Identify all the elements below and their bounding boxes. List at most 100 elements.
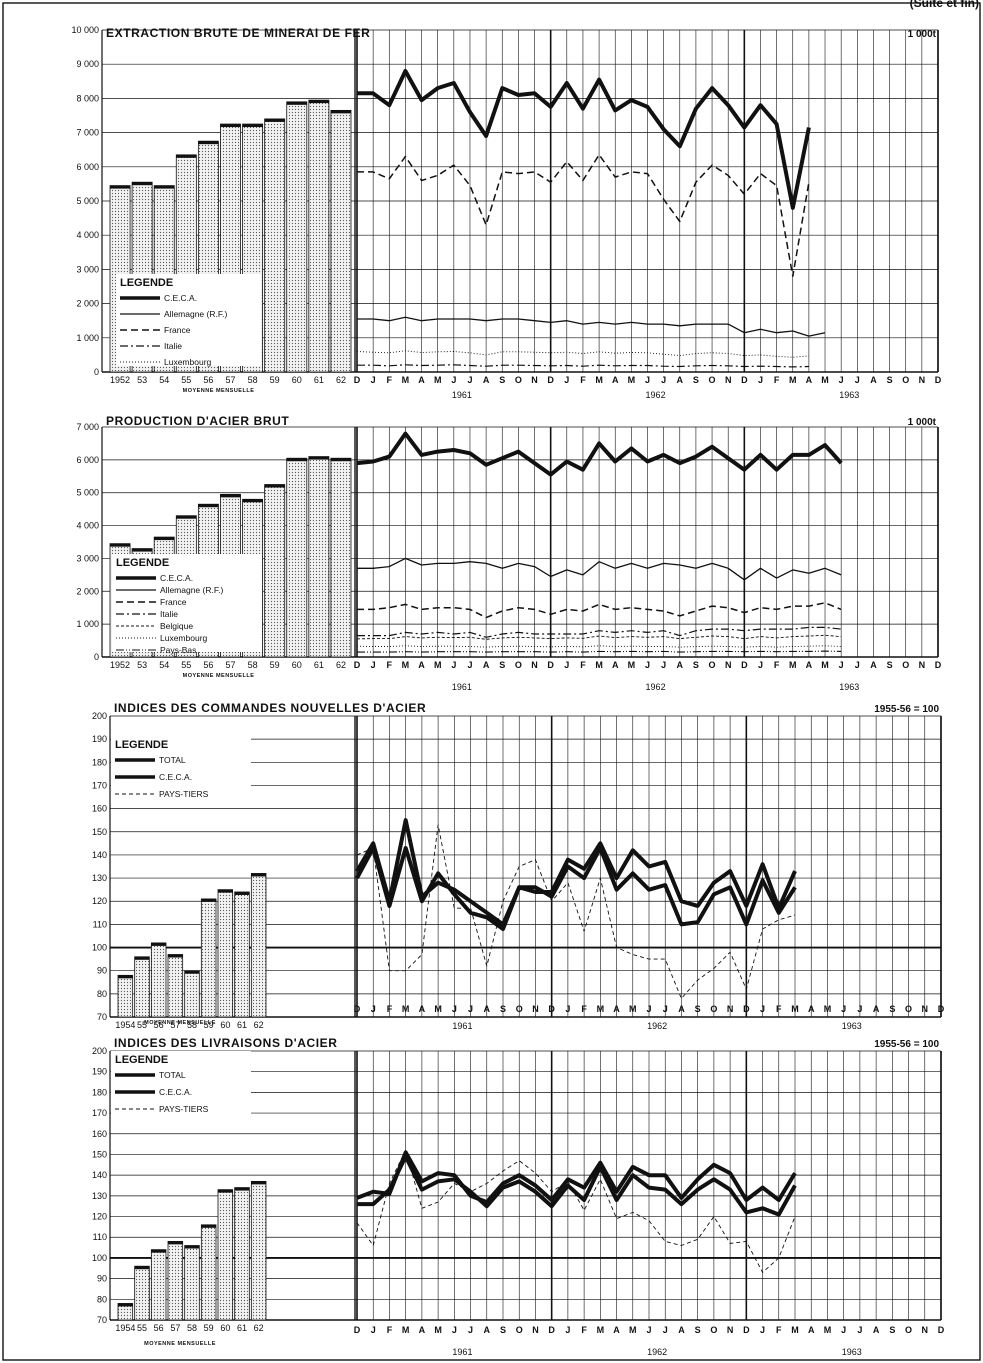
- deliveries-month-label: J: [452, 1325, 457, 1335]
- iron-month-label: S: [499, 375, 505, 385]
- steel-bar-cap: [264, 484, 285, 488]
- iron-month-label: M: [789, 375, 797, 385]
- steel-bar-label: 1952: [110, 660, 130, 670]
- steel-ytick: 7 000: [76, 422, 99, 432]
- deliveries-bar: [167, 1240, 184, 1321]
- steel-month-label: M: [628, 660, 636, 670]
- deliveries-ytick: 120: [92, 1212, 107, 1222]
- steel-month-label: J: [645, 660, 650, 670]
- iron-ytick: 5 000: [76, 196, 99, 206]
- iron-bar-label: 54: [159, 375, 169, 385]
- steel-month-label: A: [677, 660, 684, 670]
- steel-bar-cap: [132, 548, 153, 552]
- iron-bar: [264, 118, 286, 373]
- orders-month-label: D: [354, 1004, 361, 1014]
- iron-series-france: [357, 154, 810, 277]
- orders-bar-cap: [234, 891, 250, 895]
- orders-month-label: J: [468, 1004, 473, 1014]
- iron-month-label: M: [595, 375, 603, 385]
- orders-month-label: O: [905, 1004, 912, 1014]
- steel-bar-caption: MOYENNE MENSUELLE: [183, 673, 255, 679]
- orders-month-label: M: [824, 1004, 832, 1014]
- iron-month-label: S: [887, 375, 893, 385]
- steel-month-label: A: [483, 660, 490, 670]
- deliveries-month-label: M: [402, 1325, 410, 1335]
- deliveries-month-label: N: [922, 1325, 929, 1335]
- steel-month-label: S: [693, 660, 699, 670]
- steel-bar-label: 56: [203, 660, 213, 670]
- orders-bar-label: 61: [237, 1020, 247, 1030]
- iron-month-label: M: [434, 375, 442, 385]
- iron-month-label: O: [515, 375, 522, 385]
- orders-bar-label: 62: [254, 1020, 264, 1030]
- deliveries-bar-label: 57: [170, 1323, 180, 1333]
- iron-year-label: 1961: [452, 390, 472, 400]
- steel-bar-label: 60: [292, 660, 302, 670]
- deliveries-bar-cap: [218, 1189, 233, 1193]
- deliveries-ytick: 70: [97, 1315, 107, 1325]
- steel-legend-label: Luxembourg: [160, 633, 208, 643]
- deliveries-ytick: 190: [92, 1067, 107, 1077]
- orders-bar: [250, 873, 267, 1018]
- deliveries-bar: [134, 1265, 150, 1321]
- iron-month-label: D: [741, 375, 748, 385]
- deliveries-bar-cap: [201, 1224, 216, 1228]
- steel-bar-cap: [242, 499, 263, 503]
- iron-month-label: M: [628, 375, 636, 385]
- deliveries-ytick: 170: [92, 1108, 107, 1118]
- steel-month-label: D: [741, 660, 748, 670]
- orders-ytick: 170: [92, 780, 107, 790]
- orders-bar-label: 60: [220, 1020, 230, 1030]
- orders-bar: [200, 898, 217, 1018]
- deliveries-bar: [250, 1180, 267, 1321]
- iron-month-label: N: [531, 375, 538, 385]
- steel-month-label: N: [725, 660, 732, 670]
- iron-month-label: J: [855, 375, 860, 385]
- steel-bar-cap: [176, 515, 197, 519]
- deliveries-month-label: D: [938, 1325, 945, 1335]
- deliveries-unit: 1955-56 = 100: [874, 1039, 939, 1050]
- steel-month-label: D: [547, 660, 554, 670]
- deliveries-bar-cap: [118, 1303, 133, 1307]
- deliveries-month-label: S: [889, 1325, 895, 1335]
- steel-month-label: N: [531, 660, 538, 670]
- deliveries-month-label: J: [841, 1325, 846, 1335]
- iron-ytick: 6 000: [76, 162, 99, 172]
- iron-bar-label: 60: [292, 375, 302, 385]
- steel-bar-label: 55: [181, 660, 191, 670]
- orders-ytick: 100: [92, 943, 107, 953]
- orders-bar-label: 59: [204, 1020, 214, 1030]
- steel-month-label: M: [789, 660, 797, 670]
- deliveries-month-label: A: [613, 1325, 620, 1335]
- iron-month-label: O: [709, 375, 716, 385]
- deliveries-month-label: M: [824, 1325, 832, 1335]
- orders-ytick: 150: [92, 827, 107, 837]
- deliveries-month-label: A: [873, 1325, 880, 1335]
- iron-bar-label: 59: [270, 375, 280, 385]
- iron-month-label: D: [354, 375, 361, 385]
- iron-month-label: F: [580, 375, 586, 385]
- iron-bar-label: 55: [181, 375, 191, 385]
- steel-month-label: F: [387, 660, 393, 670]
- orders-bar: [217, 889, 234, 1018]
- steel-legend-bg: [112, 554, 262, 652]
- iron-year-label: 1962: [646, 390, 666, 400]
- orders-month-label: M: [402, 1004, 410, 1014]
- steel-ytick: 4 000: [76, 521, 99, 531]
- deliveries-month-label: O: [905, 1325, 912, 1335]
- deliveries-month-label: M: [597, 1325, 605, 1335]
- deliveries-ytick: 100: [92, 1253, 107, 1263]
- iron-bar-cap: [176, 154, 197, 158]
- orders-year-label: 1962: [647, 1021, 667, 1031]
- steel-bar: [286, 457, 308, 658]
- orders-bar-cap: [201, 898, 216, 902]
- orders-month-label: J: [371, 1004, 376, 1014]
- steel-month-label: S: [499, 660, 505, 670]
- deliveries-bar-cap: [151, 1249, 166, 1253]
- orders-month-label: J: [646, 1004, 651, 1014]
- iron-month-label: D: [935, 375, 942, 385]
- orders-month-label: M: [434, 1004, 442, 1014]
- deliveries-bar-cap: [251, 1181, 266, 1185]
- deliveries-month-label: J: [760, 1325, 765, 1335]
